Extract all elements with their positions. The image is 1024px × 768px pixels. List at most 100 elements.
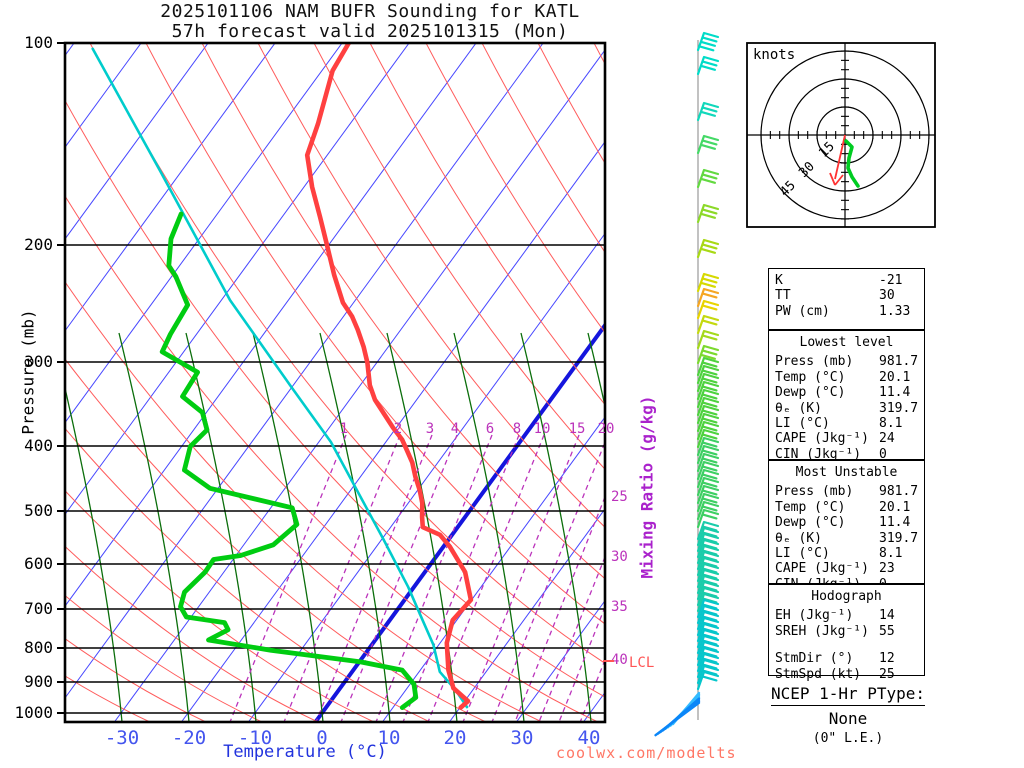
svg-text:800: 800 xyxy=(24,638,53,657)
svg-text:-30: -30 xyxy=(105,727,139,749)
table-section-indices: K -21 TT 30 PW (cm) 1.33 xyxy=(768,268,925,330)
stat-label: TT xyxy=(775,288,791,304)
svg-text:700: 700 xyxy=(24,599,53,618)
ptype-title: NCEP 1-Hr PType: xyxy=(770,684,926,706)
plot-frame xyxy=(63,41,607,724)
ptype-value: None xyxy=(828,709,868,728)
table-section-title: Hodograph xyxy=(811,589,882,604)
ptype-block: NCEP 1-Hr PType: None (0" L.E.) xyxy=(740,684,956,746)
stat-label: CIN (Jkg⁻¹) xyxy=(775,446,862,462)
svg-text:-20: -20 xyxy=(172,727,206,749)
stat-value: 0 xyxy=(879,446,887,462)
svg-text:300: 300 xyxy=(24,352,53,371)
stat-value: 8.1 xyxy=(879,546,903,562)
table-row: Press (mb) 981.7 xyxy=(775,484,924,499)
stat-value: 319.7 xyxy=(879,530,919,546)
stat-value: 20.1 xyxy=(879,369,911,385)
table-row: SREH (Jkg⁻¹) 55 xyxy=(775,624,924,639)
stat-value: 25 xyxy=(879,666,895,682)
svg-text:40: 40 xyxy=(578,727,601,749)
chart-title-line1: 2025101106 NAM BUFR Sounding for KATL xyxy=(160,1,580,22)
stat-label: CAPE (Jkg⁻¹) xyxy=(775,431,869,447)
stat-value: 24 xyxy=(879,431,895,447)
table-row: Temp (°C) 20.1 xyxy=(775,370,924,385)
table-section-title: Most Unstable xyxy=(795,465,898,480)
svg-text:6: 6 xyxy=(486,421,494,437)
stat-label: CAPE (Jkg⁻¹) xyxy=(775,561,869,577)
table-section-lowest-level: Lowest level Press (mb) 981.7 Temp (°C) 20.1… xyxy=(768,330,925,462)
svg-text:900: 900 xyxy=(24,672,53,691)
mixing-ratio-axis-label: Mixing Ratio (g/kg) xyxy=(637,395,657,579)
wind-barb-column xyxy=(654,31,720,737)
svg-text:100: 100 xyxy=(24,33,53,52)
table-section-hodograph: Hodograph EH (Jkg⁻¹) 14 SREH (Jkg⁻¹) 55 StmDi… xyxy=(768,584,925,682)
stat-label: PW (cm) xyxy=(775,303,830,319)
svg-text:600: 600 xyxy=(24,554,53,573)
table-row: CIN (Jkg⁻¹) 0 xyxy=(775,447,924,462)
svg-text:20: 20 xyxy=(444,727,467,749)
temperature-curve xyxy=(304,44,474,710)
stat-value: 11.4 xyxy=(879,515,911,531)
table-row: θₑ (K) 319.7 xyxy=(775,531,924,546)
lcl-label: LCL xyxy=(629,655,654,671)
stat-value: 23 xyxy=(879,561,895,577)
stat-value: 8.1 xyxy=(879,416,903,432)
svg-text:1: 1 xyxy=(340,421,348,437)
svg-text:1000: 1000 xyxy=(14,703,53,722)
stat-label: LI (°C) xyxy=(775,546,830,562)
svg-text:10: 10 xyxy=(534,421,551,437)
table-row: Temp (°C) 20.1 xyxy=(775,500,924,515)
stat-value: -21 xyxy=(879,273,903,288)
stat-label: Temp (°C) xyxy=(775,499,846,515)
svg-text:40: 40 xyxy=(611,652,628,668)
stat-value: 12 xyxy=(879,651,895,667)
svg-text:30: 30 xyxy=(511,727,534,749)
stat-value: 981.7 xyxy=(879,354,919,370)
table-row: PW (cm) 1.33 xyxy=(775,304,924,319)
hodograph-units-label: knots xyxy=(753,47,796,63)
table-row: StmDir (°) 12 xyxy=(775,651,924,666)
stat-label: EH (Jkg⁻¹) xyxy=(775,608,854,624)
table-row: LI (°C) 8.1 xyxy=(775,546,924,561)
ptype-subtitle: (0" L.E.) xyxy=(812,731,884,746)
stat-label: θₑ (K) xyxy=(775,530,822,546)
table-section-most-unstable: Most Unstable Press (mb) 981.7 Temp (°C) 20.… xyxy=(768,460,925,592)
stat-label: Temp (°C) xyxy=(775,369,846,385)
svg-text:30: 30 xyxy=(611,549,628,565)
stat-value: 981.7 xyxy=(879,484,919,500)
temperature-axis-label: Temperature (°C) xyxy=(223,742,387,762)
table-row: Dewp (°C) 11.4 xyxy=(775,515,924,530)
svg-text:200: 200 xyxy=(24,235,53,254)
stat-value: 14 xyxy=(879,608,895,624)
watermark-link[interactable]: coolwx.com/modelts xyxy=(556,744,737,762)
stat-label: LI (°C) xyxy=(775,416,830,432)
table-row: CAPE (Jkg⁻¹) 24 xyxy=(775,431,924,446)
stat-value: 20.1 xyxy=(879,499,911,515)
table-row: Press (mb) 981.7 xyxy=(775,354,924,369)
table-row: CAPE (Jkg⁻¹) 23 xyxy=(775,561,924,576)
svg-text:10: 10 xyxy=(378,727,401,749)
stat-value: 319.7 xyxy=(879,400,919,416)
table-section-title: Lowest level xyxy=(799,335,894,350)
storm-motion-arrow xyxy=(834,134,846,180)
pressure-axis-label: Pressure (mb) xyxy=(18,309,38,435)
stat-value: 55 xyxy=(879,623,895,639)
svg-text:2: 2 xyxy=(394,421,402,437)
stat-label: Dewp (°C) xyxy=(775,515,846,531)
svg-text:8: 8 xyxy=(513,421,521,437)
svg-text:35: 35 xyxy=(611,599,628,615)
stat-label: StmSpd (kt) xyxy=(775,666,862,682)
svg-text:500: 500 xyxy=(24,501,53,520)
svg-text:-10: -10 xyxy=(238,727,272,749)
svg-text:0: 0 xyxy=(316,727,327,749)
table-row: LI (°C) 8.1 xyxy=(775,416,924,431)
stat-label: Dewp (°C) xyxy=(775,385,846,401)
parcel-curve xyxy=(91,47,469,709)
chart-title-line2: 57h forecast valid 2025101315 (Mon) xyxy=(171,21,569,42)
stat-label: SREH (Jkg⁻¹) xyxy=(775,623,869,639)
svg-text:400: 400 xyxy=(24,436,53,455)
dewpoint-curve xyxy=(159,211,419,710)
